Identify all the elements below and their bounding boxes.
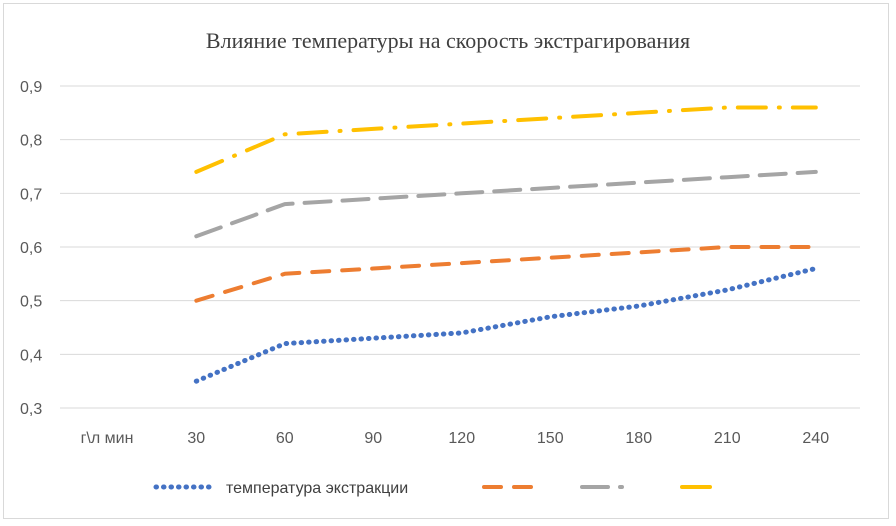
series-line-1 bbox=[193, 266, 819, 384]
series-line-2 bbox=[194, 245, 818, 303]
legend: температура экстракции bbox=[153, 480, 724, 497]
x-tick-label: 60 bbox=[276, 430, 294, 447]
y-axis-tick-labels: 0,3 0,4 0,5 0,6 0,7 0,8 0,9 bbox=[20, 79, 42, 418]
x-axis-label: г\л мин bbox=[81, 430, 134, 447]
y-tick-label: 0,9 bbox=[20, 79, 42, 96]
x-tick-label: 180 bbox=[625, 430, 652, 447]
y-tick-label: 0,4 bbox=[20, 347, 42, 364]
x-tick-label: 90 bbox=[364, 430, 382, 447]
y-tick-label: 0,6 bbox=[20, 240, 42, 257]
series-line-3 bbox=[194, 169, 818, 239]
series-line-4 bbox=[194, 105, 818, 174]
y-tick-label: 0,5 bbox=[20, 294, 42, 311]
legend-label-1: температура экстракции bbox=[226, 480, 408, 497]
chart-frame bbox=[3, 3, 889, 519]
x-tick-label: 120 bbox=[448, 430, 475, 447]
chart-title: Влияние температуры на скорость экстраги… bbox=[206, 28, 690, 53]
y-tick-label: 0,3 bbox=[20, 401, 42, 418]
series-lines bbox=[193, 105, 819, 384]
y-tick-label: 0,8 bbox=[20, 133, 42, 150]
x-axis-tick-labels: 30 60 90 120 150 180 210 240 bbox=[187, 430, 829, 447]
x-tick-label: 30 bbox=[187, 430, 205, 447]
x-tick-label: 150 bbox=[537, 430, 564, 447]
x-tick-label: 240 bbox=[802, 430, 829, 447]
x-tick-label: 210 bbox=[714, 430, 741, 447]
y-tick-label: 0,7 bbox=[20, 186, 42, 203]
